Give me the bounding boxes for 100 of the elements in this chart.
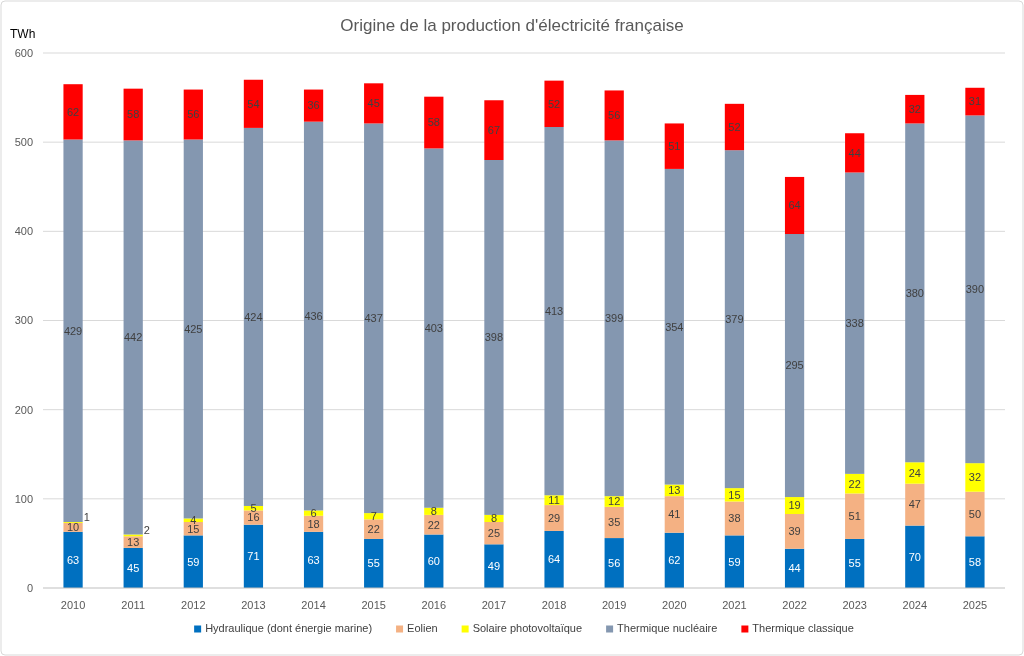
data-label: 399	[605, 312, 624, 325]
data-label: 19	[788, 499, 801, 512]
data-label: 51	[668, 140, 681, 153]
data-label: 58	[427, 116, 440, 129]
x-tick-label: 2010	[60, 599, 86, 611]
data-label: 67	[487, 123, 501, 136]
data-label: 35	[608, 516, 621, 529]
x-tick-label: 2025	[962, 599, 988, 611]
data-label: 429	[63, 324, 83, 337]
data-label: 56	[187, 108, 200, 121]
data-label: 15	[728, 488, 741, 501]
data-label: 10	[66, 521, 80, 534]
y-tick-label: 500	[14, 136, 33, 149]
x-tick-label: 2013	[241, 599, 266, 611]
data-label: 49	[487, 560, 501, 572]
data-label: 55	[367, 557, 380, 570]
y-tick-label: 600	[14, 46, 33, 59]
data-label: 413	[544, 304, 564, 317]
x-tick-label: 2020	[662, 599, 687, 611]
x-tick-label: 2015	[361, 599, 386, 611]
data-label: 58	[968, 555, 982, 568]
y-tick-label: 100	[14, 492, 33, 505]
data-label: 12	[608, 495, 621, 508]
data-label: 16	[247, 511, 260, 524]
y-tick-label: 300	[14, 314, 33, 327]
legend-label: Thermique nucléaire	[617, 622, 718, 634]
data-label: 424	[244, 310, 263, 323]
y-tick-label: 400	[14, 225, 33, 238]
x-tick-label: 2014	[301, 599, 326, 611]
x-tick-label: 2023	[842, 599, 867, 611]
data-label: 70	[908, 550, 921, 563]
data-label: 398	[484, 331, 504, 344]
data-label: 52	[547, 97, 561, 110]
data-label: 55	[848, 557, 861, 570]
data-label: 354	[665, 320, 684, 333]
data-label: 62	[66, 105, 80, 118]
data-label: 18	[307, 517, 320, 530]
data-label: 51	[848, 510, 861, 523]
data-label: 22	[427, 518, 440, 531]
data-label: 63	[307, 553, 320, 566]
data-label: 442	[124, 331, 143, 344]
data-label: 25	[487, 527, 501, 540]
data-label: 29	[547, 511, 561, 524]
data-label: 44	[848, 146, 861, 159]
data-label: 379	[725, 313, 744, 326]
data-label: 8	[430, 505, 437, 518]
x-tick-label: 2019	[601, 599, 627, 611]
data-label: 41	[668, 508, 681, 521]
data-label: 436	[304, 309, 323, 322]
legend-label: Thermique classique	[752, 622, 854, 634]
data-label: 13	[127, 535, 140, 548]
data-label: 39	[788, 525, 801, 538]
data-label: 390	[965, 283, 985, 296]
data-label: 60	[427, 555, 440, 568]
data-label: 54	[247, 97, 260, 110]
legend-label: Solaire photovoltaïque	[472, 622, 583, 634]
data-label: 44	[788, 562, 801, 575]
data-label: 338	[845, 317, 864, 330]
data-label: 1	[83, 511, 90, 524]
data-label: 22	[848, 477, 861, 490]
data-label: 52	[728, 120, 741, 133]
data-label: 380	[905, 286, 924, 299]
data-label: 59	[187, 555, 200, 568]
data-label: 71	[247, 550, 260, 563]
data-label: 64	[788, 199, 801, 212]
data-label: 47	[908, 498, 921, 511]
data-label: 403	[424, 321, 443, 334]
y-tick-label: 200	[14, 403, 33, 416]
y-axis-title: TWh	[10, 27, 36, 41]
data-label: 36	[307, 99, 320, 112]
data-label: 8	[490, 512, 497, 525]
x-tick-label: 2016	[421, 599, 447, 611]
legend-label: Eolien	[407, 622, 438, 634]
data-label: 59	[728, 555, 741, 568]
data-label: 45	[127, 561, 140, 574]
data-label: 63	[66, 553, 80, 566]
x-tick-label: 2021	[722, 599, 747, 611]
data-label: 13	[668, 484, 681, 497]
x-tick-label: 2011	[121, 599, 146, 611]
data-label: 45	[367, 97, 380, 110]
data-label: 31	[968, 95, 982, 108]
data-label: 64	[547, 553, 561, 566]
x-tick-label: 2024	[902, 599, 928, 611]
data-label: 62	[668, 554, 681, 567]
data-label: 56	[608, 109, 621, 122]
x-tick-label: 2018	[541, 599, 567, 611]
data-label: 32	[908, 103, 921, 116]
data-label: 24	[908, 466, 921, 479]
data-label: 295	[785, 359, 804, 372]
data-label: 11	[548, 494, 560, 507]
chart-title: Origine de la production d'électricité française	[340, 16, 684, 35]
data-label: 22	[367, 523, 380, 535]
x-tick-label: 2017	[481, 599, 507, 611]
data-label: 58	[127, 108, 140, 121]
x-tick-label: 2012	[181, 599, 206, 611]
data-label: 6	[310, 506, 317, 519]
legend-label: Hydraulique (dont énergie marine)	[205, 622, 373, 634]
x-tick-label: 2022	[782, 599, 807, 611]
data-label: 38	[728, 512, 741, 525]
data-label: 32	[968, 471, 982, 484]
